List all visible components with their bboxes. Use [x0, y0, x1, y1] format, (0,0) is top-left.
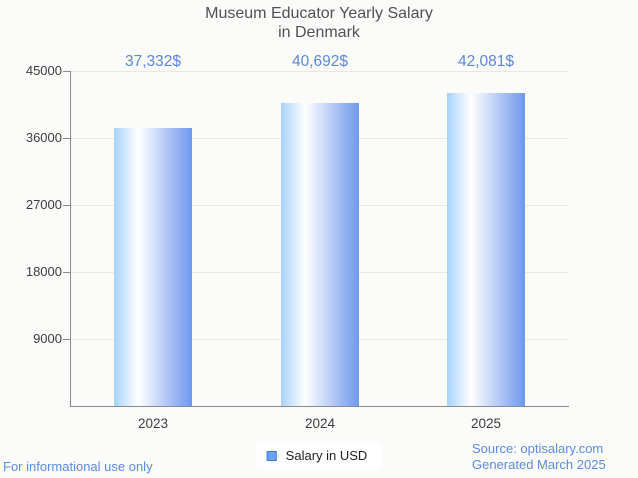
y-axis-tick	[63, 272, 70, 273]
chart-title: Museum Educator Yearly Salary in Denmark	[0, 5, 638, 42]
bar-value-label: 42,081$	[457, 53, 515, 70]
bar-2024	[281, 103, 359, 406]
footer-disclaimer: For informational use only	[3, 459, 153, 474]
y-axis-line	[70, 71, 71, 406]
legend-swatch-icon	[266, 450, 277, 461]
x-axis-label: 2023	[137, 416, 169, 431]
y-axis-tick	[63, 138, 70, 139]
y-axis-tick-label: 27000	[25, 197, 62, 212]
bar-value-label: 37,332$	[124, 53, 182, 70]
y-axis-tick-label: 9000	[33, 331, 62, 346]
bar-2025	[447, 93, 525, 406]
legend: Salary in USD	[256, 443, 382, 468]
y-axis-tick-label: 36000	[25, 130, 62, 145]
y-axis-tick-label: 45000	[25, 63, 62, 78]
chart-title-line2: in Denmark	[278, 23, 360, 41]
y-axis-tick	[63, 71, 70, 72]
y-axis-tick	[63, 339, 70, 340]
y-axis-tick-label: 18000	[25, 264, 62, 279]
y-axis-tick	[63, 205, 70, 206]
x-axis-label: 2024	[304, 416, 336, 431]
y-gridline	[70, 71, 569, 72]
x-axis-line	[70, 406, 569, 407]
footer-source: Source: optisalary.com	[472, 441, 604, 456]
footer-generated: Generated March 2025	[472, 457, 606, 472]
chart-title-line1: Museum Educator Yearly Salary	[205, 5, 433, 22]
bar-value-label: 40,692$	[291, 53, 349, 70]
x-axis-label: 2025	[470, 416, 502, 431]
bar-2023	[114, 128, 192, 406]
footer-source-block: Source: optisalary.com Generated March 2…	[472, 441, 606, 473]
legend-label: Salary in USD	[285, 448, 368, 463]
